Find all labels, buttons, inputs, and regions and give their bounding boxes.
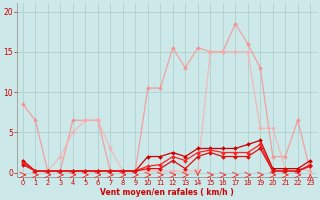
X-axis label: Vent moyen/en rafales ( km/h ): Vent moyen/en rafales ( km/h ) — [100, 188, 233, 197]
